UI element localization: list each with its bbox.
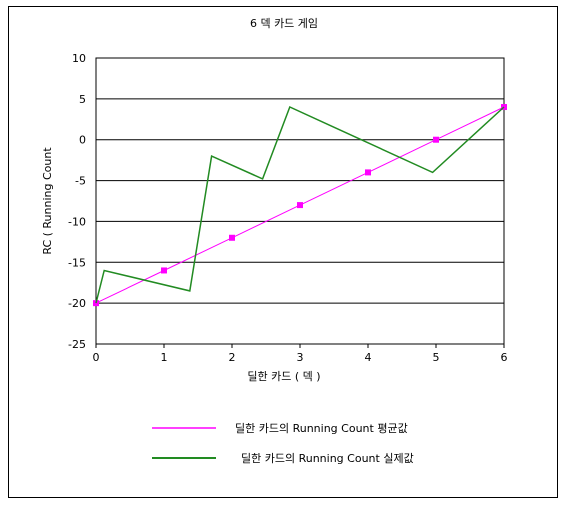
legend-label: 딜한 카드의 Running Count 평균값 xyxy=(235,422,408,435)
legend-item-2: 딜한 카드의 Running Count 실제값 xyxy=(152,452,414,465)
x-tick-label: 3 xyxy=(297,351,304,364)
y-tick-label: 0 xyxy=(79,134,86,147)
series-1-point xyxy=(297,202,303,209)
series-2 xyxy=(95,105,505,304)
y-tick-label: -25 xyxy=(68,338,86,351)
series-1-point xyxy=(433,136,439,143)
x-tick-label: 4 xyxy=(365,351,372,364)
y-tick-label: -20 xyxy=(68,297,86,310)
series-1-point xyxy=(365,169,371,176)
legend-label: 딜한 카드의 Running Count 실제값 xyxy=(241,452,414,465)
series-1-point xyxy=(161,267,167,274)
y-tick-label: 5 xyxy=(79,93,86,106)
series-1-point xyxy=(93,300,99,307)
series-layer xyxy=(93,104,507,307)
plot-area xyxy=(95,57,505,345)
y-axis-ticks: 10 5 0 -5 -10 -15 -20 -25 xyxy=(68,52,86,351)
y-axis-label: RC ( Running Count xyxy=(41,147,54,255)
x-axis-label: 딜한 카드 ( 덱 ) xyxy=(247,370,320,383)
y-tick-label: -15 xyxy=(68,256,86,269)
y-tick-label: 10 xyxy=(72,52,86,65)
line-chart: 6 덱 카드 게임 10 5 0 -5 -10 -15 -20 -25 0 1 2 3 4 5 6 RC … xyxy=(41,17,508,465)
x-tick-label: 0 xyxy=(93,351,100,364)
legend-item-1: 딜한 카드의 Running Count 평균값 xyxy=(152,422,408,435)
y-tick-label: -10 xyxy=(68,215,86,228)
x-tick-label: 1 xyxy=(161,351,168,364)
series-1-point xyxy=(229,234,235,241)
series-2-line xyxy=(95,105,505,304)
y-tick-label: -5 xyxy=(75,175,86,188)
chart-frame: 6 덱 카드 게임 10 5 0 -5 -10 -15 -20 -25 0 1 2 3 4 5 6 RC … xyxy=(8,6,558,498)
x-tick-label: 5 xyxy=(433,351,440,364)
x-axis-ticks: 0 1 2 3 4 5 6 xyxy=(93,344,508,364)
x-tick-label: 2 xyxy=(229,351,236,364)
grid-lines xyxy=(96,98,504,304)
chart-title: 6 덱 카드 게임 xyxy=(250,17,318,30)
x-tick-label: 6 xyxy=(501,351,508,364)
